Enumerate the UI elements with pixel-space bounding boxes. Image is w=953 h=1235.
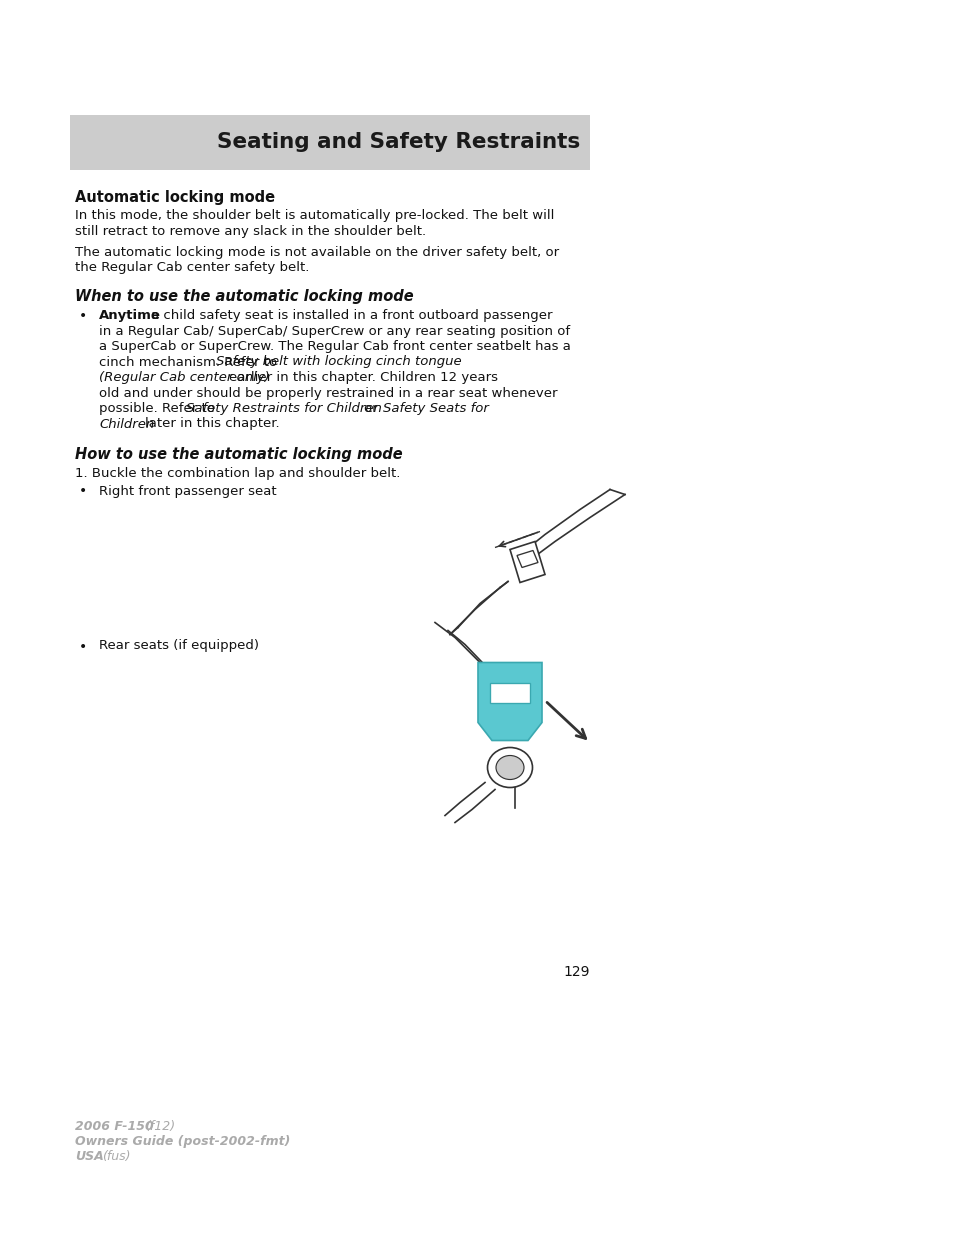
Ellipse shape [496, 756, 523, 779]
Text: still retract to remove any slack in the shoulder belt.: still retract to remove any slack in the… [75, 225, 426, 237]
Text: (Regular Cab center only): (Regular Cab center only) [99, 370, 270, 384]
Text: old and under should be properly restrained in a rear seat whenever: old and under should be properly restrai… [99, 387, 557, 399]
Text: later in this chapter.: later in this chapter. [145, 417, 279, 431]
Bar [70, 115, 589, 170]
Text: •: • [79, 640, 87, 653]
Text: •: • [79, 309, 87, 324]
Text: 1. Buckle the combination lap and shoulder belt.: 1. Buckle the combination lap and should… [75, 467, 400, 480]
Polygon shape [490, 683, 530, 703]
Text: USA: USA [75, 1150, 104, 1163]
Text: a SuperCab or SuperCrew. The Regular Cab front center seatbelt has a: a SuperCab or SuperCrew. The Regular Cab… [99, 340, 570, 353]
Text: When to use the automatic locking mode: When to use the automatic locking mode [75, 289, 414, 304]
Text: (f12): (f12) [145, 1120, 175, 1132]
Text: The automatic locking mode is not available on the driver safety belt, or: The automatic locking mode is not availa… [75, 246, 558, 259]
Text: •: • [79, 484, 87, 499]
Text: Owners Guide (post-2002-fmt): Owners Guide (post-2002-fmt) [75, 1135, 290, 1149]
Text: (fus): (fus) [102, 1150, 131, 1163]
Text: possible. Refer to: possible. Refer to [99, 403, 219, 415]
Text: How to use the automatic locking mode: How to use the automatic locking mode [75, 447, 402, 462]
Text: Seating and Safety Restraints: Seating and Safety Restraints [216, 132, 579, 152]
Text: Anytime: Anytime [99, 309, 161, 322]
Polygon shape [510, 541, 544, 583]
Text: earlier in this chapter. Children 12 years: earlier in this chapter. Children 12 yea… [229, 370, 497, 384]
Text: a child safety seat is installed in a front outboard passenger: a child safety seat is installed in a fr… [151, 309, 552, 322]
Text: Rear seats (if equipped): Rear seats (if equipped) [99, 640, 258, 652]
Text: Automatic locking mode: Automatic locking mode [75, 190, 274, 205]
Polygon shape [517, 551, 537, 568]
Text: cinch mechanism. Refer to: cinch mechanism. Refer to [99, 356, 281, 368]
Text: 2006 F-150: 2006 F-150 [75, 1120, 153, 1132]
Text: Safety Restraints for Children: Safety Restraints for Children [186, 403, 381, 415]
Text: Safety Seats for: Safety Seats for [382, 403, 488, 415]
Text: in a Regular Cab/ SuperCab/ SuperCrew or any rear seating position of: in a Regular Cab/ SuperCab/ SuperCrew or… [99, 325, 570, 337]
Text: In this mode, the shoulder belt is automatically pre-locked. The belt will: In this mode, the shoulder belt is autom… [75, 209, 554, 222]
Text: Right front passenger seat: Right front passenger seat [99, 484, 276, 498]
Polygon shape [477, 662, 541, 741]
Text: Safety belt with locking cinch tongue: Safety belt with locking cinch tongue [215, 356, 461, 368]
Text: 129: 129 [563, 965, 589, 979]
Text: the Regular Cab center safety belt.: the Regular Cab center safety belt. [75, 262, 309, 274]
Text: or: or [364, 403, 381, 415]
Text: Children: Children [99, 417, 154, 431]
Ellipse shape [487, 747, 532, 788]
